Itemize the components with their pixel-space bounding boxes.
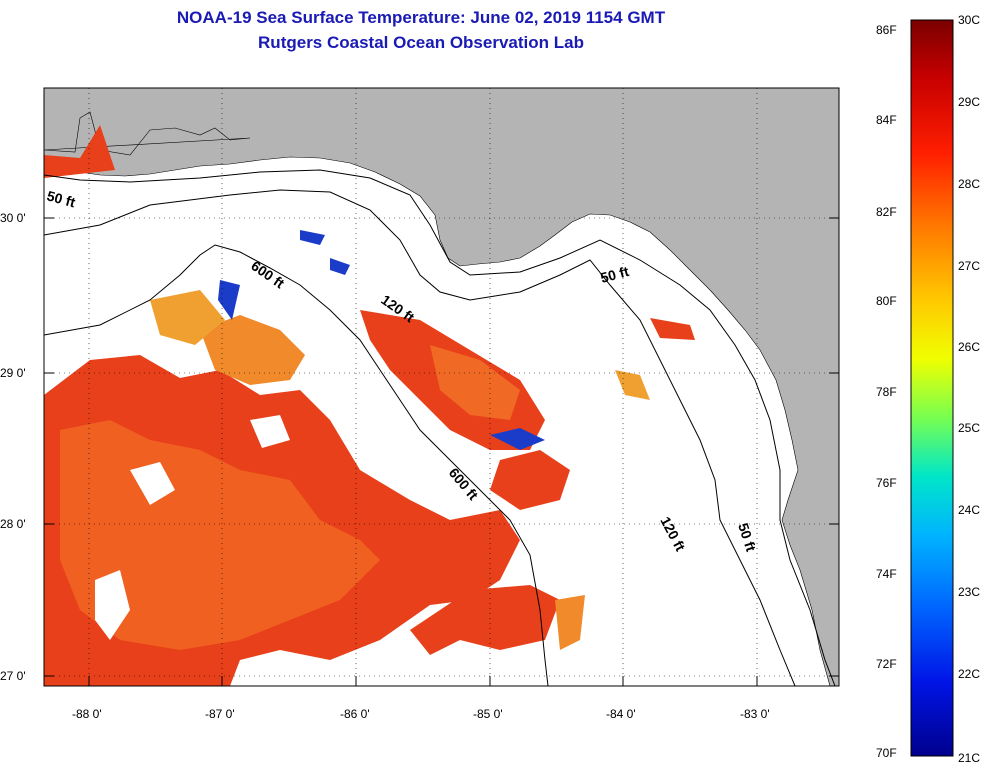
lon-label: -88 0' — [72, 707, 102, 721]
colorbar-label-c: 22C — [958, 667, 980, 681]
colorbar-label-c: 27C — [958, 259, 980, 273]
colorbar-label-c: 21C — [958, 751, 980, 765]
map-subtitle: Rutgers Coastal Ocean Observation Lab — [258, 33, 584, 52]
lon-label: -84 0' — [606, 707, 636, 721]
depth-contours — [44, 169, 836, 686]
colorbar-label-f: 86F — [876, 23, 897, 37]
colorbar-label-f: 72F — [876, 657, 897, 671]
depth-label: 50 ft — [599, 263, 631, 286]
colorbar-c-labels: 30C 29C 28C 27C 26C 25C 24C 23C 22C 21C — [958, 13, 980, 765]
colorbar — [910, 19, 954, 757]
colorbar-label-f: 80F — [876, 294, 897, 308]
colorbar-label-f: 78F — [876, 385, 897, 399]
frame-ticks — [44, 217, 839, 686]
colorbar-label-c: 23C — [958, 585, 980, 599]
colorbar-label-c: 29C — [958, 95, 980, 109]
lon-label: -83 0' — [740, 707, 770, 721]
depth-label: 50 ft — [45, 187, 77, 210]
map-title: NOAA-19 Sea Surface Temperature: June 02… — [176, 8, 666, 27]
lon-label: -85 0' — [473, 707, 503, 721]
colorbar-label-c: 24C — [958, 503, 980, 517]
colorbar-label-c: 25C — [958, 421, 980, 435]
colorbar-f-labels: 86F 84F 82F 80F 78F 76F 74F 72F 70F — [876, 23, 897, 760]
lon-label: -86 0' — [340, 707, 370, 721]
colorbar-label-f: 76F — [876, 476, 897, 490]
lon-label: -87 0' — [205, 707, 235, 721]
colorbar-label-f: 84F — [876, 113, 897, 127]
colorbar-label-c: 30C — [958, 13, 980, 27]
map-frame — [43, 87, 840, 687]
lat-label: 29 0' — [0, 366, 26, 380]
lat-label: 28 0' — [0, 517, 26, 531]
colorbar-label-c: 28C — [958, 177, 980, 191]
sst-data — [44, 125, 695, 686]
map-area — [44, 88, 839, 686]
lat-label: 27 0' — [0, 669, 26, 683]
lat-label: 30 0' — [0, 211, 26, 225]
colorbar-label-f: 70F — [876, 746, 897, 760]
colorbar-label-f: 74F — [876, 567, 897, 581]
colorbar-label-f: 82F — [876, 205, 897, 219]
colorbar-label-c: 26C — [958, 340, 980, 354]
